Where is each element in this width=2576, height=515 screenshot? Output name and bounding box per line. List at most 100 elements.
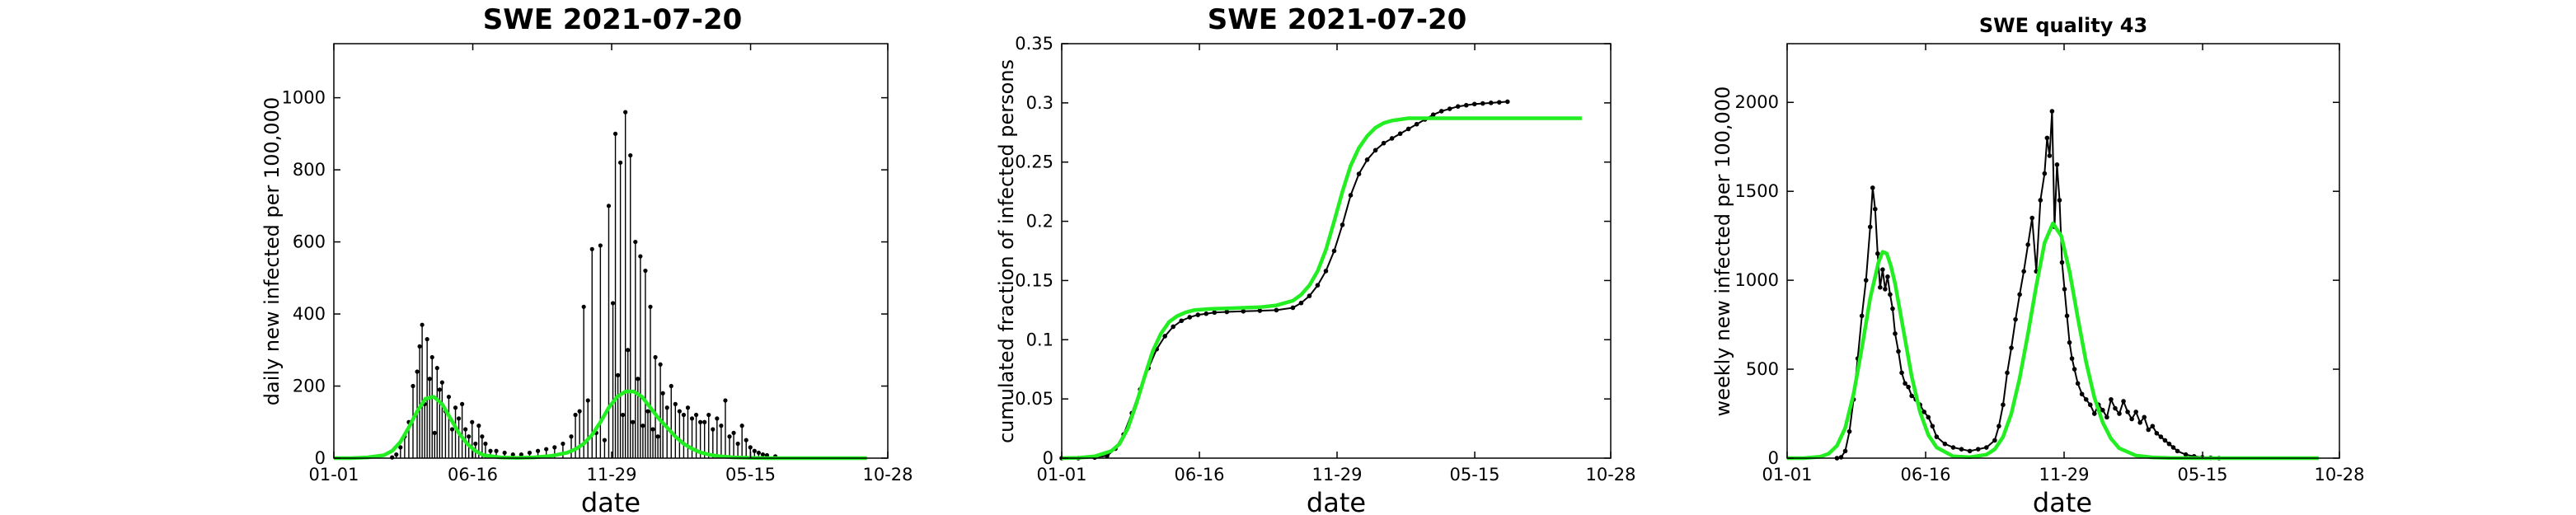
weekly-data-point — [1950, 445, 1956, 450]
daily-stem-point — [706, 412, 711, 418]
daily-stem-point — [653, 354, 658, 360]
daily-stem-point — [480, 434, 485, 439]
weekly-data-point — [2072, 367, 2077, 372]
cumulative-data-point — [1414, 121, 1419, 127]
daily-stem-point — [636, 377, 640, 382]
weekly-y-tick-label: 1000 — [1735, 270, 1779, 290]
daily-stem-point — [449, 427, 455, 432]
daily-stem-point — [660, 391, 665, 396]
cumulative-data-point — [1505, 99, 1510, 105]
daily-stem-point — [432, 430, 437, 435]
daily-stem-point — [552, 445, 557, 450]
daily-stem-point — [631, 419, 636, 424]
weekly-data-point — [1926, 414, 1931, 420]
daily-stem-point — [735, 441, 740, 447]
weekly-data-point — [2133, 410, 2138, 414]
weekly-data-point — [1930, 424, 1936, 428]
weekly-x-tick-label: 05-15 — [2178, 465, 2228, 485]
cumulative-data-point — [1187, 315, 1193, 320]
cumulative-data-point — [1438, 109, 1444, 114]
daily-stem-point — [437, 387, 442, 392]
cumulative-y-tick-label: 0.35 — [1015, 34, 1053, 54]
weekly-x-tick-label: 01-01 — [1762, 465, 1812, 485]
daily-x-tick-label: 06-16 — [448, 465, 498, 485]
weekly-data-point — [1880, 267, 1885, 272]
weekly-fit-curve — [1787, 221, 2319, 461]
cumulative-data-point — [1480, 101, 1485, 106]
daily-stem-point — [719, 424, 724, 428]
daily-stem-point — [398, 445, 403, 450]
weekly-data-point — [2054, 162, 2060, 167]
daily-stem-point — [756, 450, 761, 456]
weekly-infected-panel: SWE quality 43 0 500 1000 1500 2000 01-01 06-1… — [1711, 14, 2365, 515]
weekly-data-point — [2083, 396, 2089, 402]
daily-stem-point — [577, 409, 582, 414]
cumulative-data-point — [1290, 305, 1296, 311]
daily-stem-point — [476, 424, 481, 428]
daily-plot-content — [334, 110, 867, 461]
daily-stem-point — [638, 254, 643, 259]
weekly-data-point — [2121, 399, 2126, 404]
weekly-data-point — [2075, 381, 2081, 386]
cumulative-plot-frame — [1061, 43, 1612, 459]
daily-stem-point — [427, 377, 432, 382]
cumulative-plot-content — [1059, 99, 1582, 461]
daily-stem-point — [569, 434, 574, 439]
cumulative-data-point — [1323, 269, 1329, 274]
daily-x-tick-label: 10-28 — [862, 465, 913, 485]
weekly-data-point — [2154, 430, 2160, 436]
daily-stem-point — [561, 441, 565, 447]
weekly-data-point — [1875, 250, 1880, 256]
weekly-data-point — [2129, 416, 2134, 422]
daily-stem-point — [581, 304, 586, 309]
weekly-data-point — [2166, 441, 2172, 447]
weekly-data-point — [1872, 206, 1878, 212]
cumulative-x-tick-label: 05-15 — [1450, 465, 1500, 485]
weekly-ticks: 0 500 1000 1500 2000 01-01 06-16 11-29 05-15 10-2… — [1735, 44, 2365, 485]
cumulative-data-point — [1171, 324, 1176, 330]
weekly-data-point — [2146, 427, 2151, 433]
weekly-data-point — [1906, 384, 1911, 390]
daily-stem-point — [615, 372, 621, 377]
daily-stem-point — [473, 441, 478, 447]
weekly-y-tick-label: 500 — [1746, 359, 1779, 379]
weekly-data-point — [2038, 198, 2043, 203]
weekly-y-tick-label: 2000 — [1735, 92, 1779, 112]
weekly-data-point — [1846, 428, 1852, 434]
daily-stem-point — [417, 344, 422, 349]
weekly-data-point — [2059, 260, 2065, 265]
weekly-data-point — [1867, 224, 1873, 230]
daily-x-tick-label: 01-01 — [308, 465, 359, 485]
daily-stem-point — [463, 427, 468, 432]
cumulative-y-tick-label: 0.1 — [1026, 330, 1053, 349]
weekly-data-point — [2125, 410, 2130, 414]
daily-stem-point — [727, 434, 732, 439]
daily-stem-point — [610, 301, 616, 306]
cumulative-data-point — [1195, 312, 1201, 317]
weekly-plot-content — [1787, 109, 2319, 461]
daily-stem-point — [739, 424, 744, 428]
cumulative-data-point — [1179, 318, 1185, 324]
daily-stem-point — [643, 268, 648, 274]
weekly-data-point — [1863, 278, 1869, 283]
weekly-data-point — [2001, 402, 2006, 408]
cumulative-y-tick-label: 0.05 — [1015, 389, 1053, 409]
cumulative-ticks: 0 0.05 0.1 0.15 0.2 0.25 0.3 0.35 01-01 06-16 11-2… — [1015, 34, 1635, 485]
daily-stem-point — [633, 239, 638, 245]
weekly-data-point — [1888, 292, 1893, 297]
daily-stem-point — [645, 409, 650, 414]
cumulative-y-tick-label: 0 — [1043, 448, 1053, 468]
weekly-data-point — [2064, 313, 2070, 319]
daily-stem-point — [446, 395, 452, 400]
daily-stem-point — [535, 448, 541, 453]
daily-stem-point — [658, 362, 663, 367]
daily-stem-point — [626, 348, 631, 353]
weekly-data-point — [2113, 405, 2118, 411]
cumulative-y-tick-label: 0.2 — [1026, 212, 1053, 232]
weekly-data-point — [2117, 411, 2122, 416]
daily-stem-point — [483, 441, 488, 447]
daily-stem-point — [429, 354, 434, 360]
weekly-data-point — [2021, 269, 2026, 274]
cumulative-y-tick-label: 0.25 — [1015, 152, 1053, 172]
daily-stem-point — [544, 447, 549, 452]
